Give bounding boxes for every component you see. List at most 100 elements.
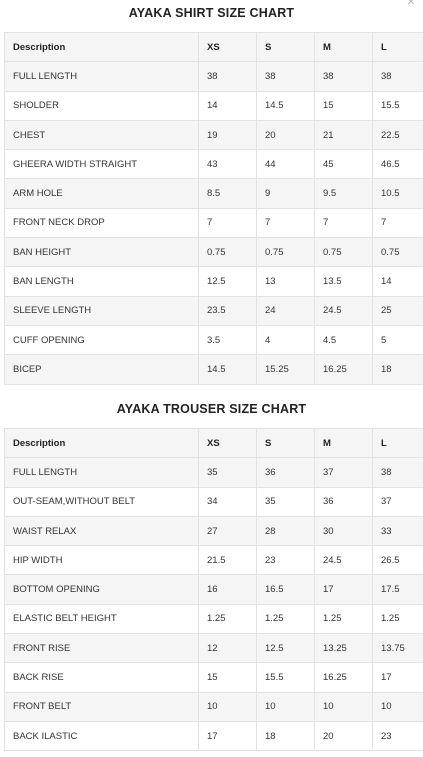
measurement-value-cell: 10 bbox=[256, 691, 315, 722]
measurement-value-cell: 1.25 bbox=[314, 603, 373, 635]
measurement-value-cell: 24.5 bbox=[314, 295, 373, 326]
table-row: CHEST 19 20 21 22.5 bbox=[4, 119, 423, 151]
measurement-value-cell: 37 bbox=[314, 457, 373, 488]
table-row: BAN HEIGHT 0.75 0.75 0.75 0.75 bbox=[4, 237, 423, 268]
measurement-value-cell: 35 bbox=[198, 457, 257, 488]
measurement-value-cell: 28 bbox=[256, 515, 315, 547]
table-row: CUFF OPENING 3.5 4 4.5 5 bbox=[4, 324, 423, 356]
measurement-value-cell: 0.75 bbox=[256, 237, 315, 268]
measurement-value-cell: 21 bbox=[314, 119, 373, 151]
measurement-name-cell: BOTTOM OPENING bbox=[4, 574, 199, 605]
table-row: BACK ILASTIC 17 18 20 23 bbox=[4, 720, 423, 752]
measurement-name-cell: CHEST bbox=[4, 119, 199, 151]
measurement-name-cell: SLEEVE LENGTH bbox=[4, 295, 199, 326]
column-header-size: L bbox=[372, 31, 423, 63]
measurement-name-cell: GHEERA WIDTH STRAIGHT bbox=[4, 149, 199, 180]
measurement-name-cell: SHOLDER bbox=[4, 90, 199, 121]
table-row: BOTTOM OPENING 16 16.5 17 17.5 bbox=[4, 574, 423, 605]
measurement-value-cell: 8.5 bbox=[198, 178, 257, 209]
shirt-size-table: Description XS S M L FULL LENGTH 38 38 38 38 SHOL… bbox=[4, 31, 423, 385]
table-row: GHEERA WIDTH STRAIGHT 43 44 45 46.5 bbox=[4, 149, 423, 180]
measurement-value-cell: 1.25 bbox=[372, 603, 423, 635]
table-row: BACK RISE 15 15.5 16.25 17 bbox=[4, 662, 423, 693]
table-row: SHOLDER 14 14.5 15 15.5 bbox=[4, 90, 423, 121]
measurement-value-cell: 38 bbox=[198, 61, 257, 92]
column-header-size: M bbox=[314, 31, 373, 63]
measurement-name-cell: ELASTIC BELT HEIGHT bbox=[4, 603, 199, 635]
measurement-value-cell: 45 bbox=[314, 149, 373, 180]
table-row: ELASTIC BELT HEIGHT 1.25 1.25 1.25 1.25 bbox=[4, 603, 423, 635]
measurement-value-cell: 21.5 bbox=[198, 545, 257, 576]
header-row: Description XS S M L bbox=[4, 31, 423, 63]
trouser-size-table: Description XS S M L FULL LENGTH 35 36 37 38 OUT-… bbox=[4, 427, 423, 752]
measurement-value-cell: 17 bbox=[198, 720, 257, 752]
measurement-value-cell: 0.75 bbox=[372, 237, 423, 268]
column-header-size: L bbox=[372, 427, 423, 459]
measurement-name-cell: FULL LENGTH bbox=[4, 457, 199, 488]
measurement-name-cell: CUFF OPENING bbox=[4, 324, 199, 356]
measurement-value-cell: 13.25 bbox=[314, 633, 373, 664]
table-row: BAN LENGTH 12.5 13 13.5 14 bbox=[4, 266, 423, 297]
measurement-value-cell: 23 bbox=[372, 720, 423, 752]
measurement-value-cell: 10 bbox=[314, 691, 373, 722]
measurement-value-cell: 27 bbox=[198, 515, 257, 547]
measurement-name-cell: BAN LENGTH bbox=[4, 266, 199, 297]
measurement-value-cell: 9 bbox=[256, 178, 315, 209]
measurement-value-cell: 7 bbox=[314, 207, 373, 239]
measurement-value-cell: 15 bbox=[198, 662, 257, 693]
table-row: FULL LENGTH 38 38 38 38 bbox=[4, 61, 423, 92]
measurement-value-cell: 14 bbox=[198, 90, 257, 121]
column-header-size: XS bbox=[198, 427, 257, 459]
measurement-value-cell: 3.5 bbox=[198, 324, 257, 356]
table-row: ARM HOLE 8.5 9 9.5 10.5 bbox=[4, 178, 423, 209]
measurement-value-cell: 43 bbox=[198, 149, 257, 180]
measurement-value-cell: 17 bbox=[372, 662, 423, 693]
close-icon[interactable]: × bbox=[406, 0, 415, 9]
table-row: FULL LENGTH 35 36 37 38 bbox=[4, 457, 423, 488]
shirt-size-chart-title: AYAKA SHIRT SIZE CHART bbox=[128, 6, 295, 20]
measurement-value-cell: 7 bbox=[256, 207, 315, 239]
measurement-value-cell: 24 bbox=[256, 295, 315, 326]
measurement-value-cell: 10.5 bbox=[372, 178, 423, 209]
measurement-value-cell: 15.25 bbox=[256, 354, 315, 385]
measurement-value-cell: 30 bbox=[314, 515, 373, 547]
table-row: OUT-SEAM,WITHOUT BELT 34 35 36 37 bbox=[4, 486, 423, 517]
measurement-name-cell: BACK ILASTIC bbox=[4, 720, 199, 752]
measurement-value-cell: 14.5 bbox=[256, 90, 315, 121]
measurement-name-cell: FRONT BELT bbox=[4, 691, 199, 722]
measurement-name-cell: BACK RISE bbox=[4, 662, 199, 693]
measurement-value-cell: 35 bbox=[256, 486, 315, 517]
measurement-value-cell: 20 bbox=[256, 119, 315, 151]
measurement-value-cell: 15.5 bbox=[256, 662, 315, 693]
table-body: FULL LENGTH 38 38 38 38 SHOLDER 14 14.5 15 15.5 CH… bbox=[4, 61, 423, 385]
measurement-value-cell: 16.25 bbox=[314, 354, 373, 385]
measurement-value-cell: 20 bbox=[314, 720, 373, 752]
measurement-value-cell: 19 bbox=[198, 119, 257, 151]
column-header-description: Description bbox=[4, 31, 199, 63]
measurement-value-cell: 1.25 bbox=[198, 603, 257, 635]
measurement-value-cell: 23 bbox=[256, 545, 315, 576]
measurement-value-cell: 0.75 bbox=[314, 237, 373, 268]
measurement-name-cell: BICEP bbox=[4, 354, 199, 385]
table-row: SLEEVE LENGTH 23.5 24 24.5 25 bbox=[4, 295, 423, 326]
measurement-value-cell: 36 bbox=[314, 486, 373, 517]
column-header-size: M bbox=[314, 427, 373, 459]
measurement-value-cell: 1.25 bbox=[256, 603, 315, 635]
table-row: FRONT NECK DROP 7 7 7 7 bbox=[4, 207, 423, 239]
measurement-value-cell: 16 bbox=[198, 574, 257, 605]
measurement-value-cell: 14.5 bbox=[198, 354, 257, 385]
table-row: WAIST RELAX 27 28 30 33 bbox=[4, 515, 423, 547]
measurement-value-cell: 0.75 bbox=[198, 237, 257, 268]
measurement-value-cell: 33 bbox=[372, 515, 423, 547]
measurement-value-cell: 17.5 bbox=[372, 574, 423, 605]
measurement-name-cell: BAN HEIGHT bbox=[4, 237, 199, 268]
measurement-value-cell: 44 bbox=[256, 149, 315, 180]
measurement-value-cell: 5 bbox=[372, 324, 423, 356]
measurement-value-cell: 24.5 bbox=[314, 545, 373, 576]
measurement-name-cell: FULL LENGTH bbox=[4, 61, 199, 92]
measurement-name-cell: HIP WIDTH bbox=[4, 545, 199, 576]
measurement-value-cell: 14 bbox=[372, 266, 423, 297]
measurement-value-cell: 17 bbox=[314, 574, 373, 605]
measurement-value-cell: 37 bbox=[372, 486, 423, 517]
measurement-value-cell: 46.5 bbox=[372, 149, 423, 180]
